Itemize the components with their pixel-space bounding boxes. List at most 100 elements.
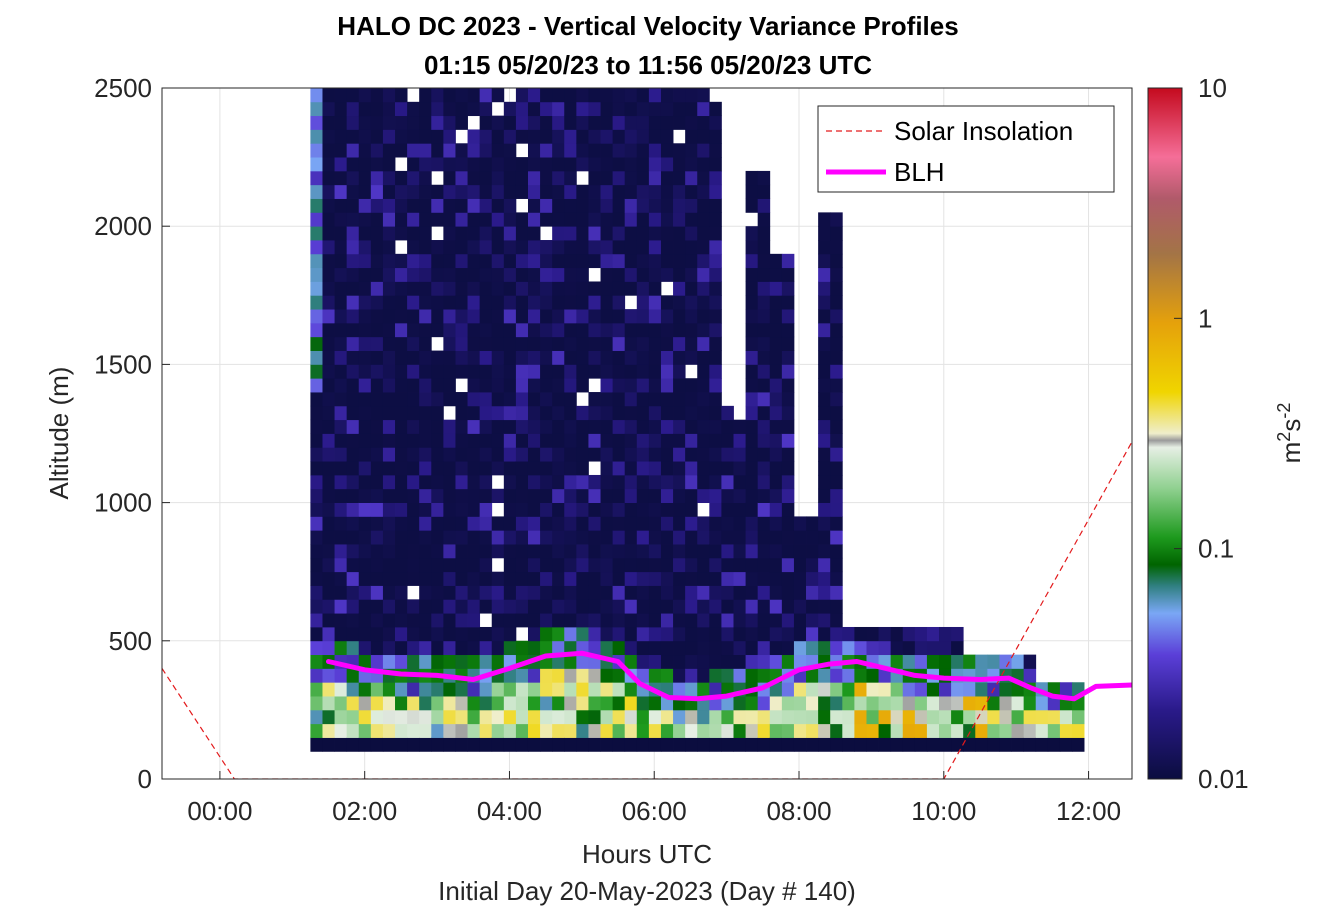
mesh-cell	[564, 88, 577, 103]
mesh-cell	[310, 157, 323, 172]
mesh-cell	[600, 682, 614, 697]
mesh-cell	[540, 626, 553, 642]
mesh-cell	[503, 309, 517, 324]
mesh-cell	[576, 405, 589, 421]
mesh-cell	[624, 405, 638, 421]
colorbar-gradient	[1147, 87, 1183, 780]
mesh-cell	[491, 723, 505, 738]
mesh-cell	[443, 364, 456, 379]
mesh-cell	[660, 654, 674, 669]
mesh-cell	[685, 613, 698, 628]
mesh-cell	[709, 502, 722, 517]
mesh-cell	[830, 364, 843, 379]
mesh-cell	[515, 461, 529, 476]
mesh-cell	[443, 392, 456, 407]
mesh-cell	[479, 143, 493, 158]
mesh-cell	[842, 640, 855, 656]
mesh-cell	[914, 654, 928, 669]
mesh-cell	[310, 668, 323, 683]
mesh-cell	[576, 295, 589, 310]
mesh-cell	[527, 599, 541, 614]
mesh-cell	[467, 226, 481, 241]
mesh-cell	[757, 322, 771, 338]
mesh-cell	[479, 88, 493, 103]
mesh-cell	[660, 433, 674, 448]
mesh-cell	[419, 115, 432, 130]
mesh-cell	[685, 101, 698, 117]
mesh-cell	[600, 336, 614, 351]
mesh-cell	[515, 613, 529, 628]
mesh-cell	[624, 557, 638, 573]
mesh-cell	[334, 516, 348, 531]
mesh-cell	[685, 392, 698, 407]
mesh-cell	[395, 253, 408, 269]
mesh-cell	[624, 502, 638, 517]
mesh-cell	[612, 530, 626, 545]
mesh-cell	[431, 419, 444, 434]
mesh-cell	[310, 530, 323, 545]
mesh-cell	[431, 530, 444, 545]
mesh-cell	[527, 184, 541, 199]
mesh-cell	[382, 530, 396, 545]
mesh-cell	[636, 336, 650, 351]
mesh-cell	[576, 267, 589, 282]
mesh-cell	[685, 157, 698, 172]
mesh-cell	[769, 295, 783, 310]
mesh-cell	[733, 654, 746, 669]
mesh-cell	[515, 640, 529, 656]
mesh-cell	[721, 544, 734, 559]
mesh-cell	[443, 461, 456, 476]
mesh-cell	[334, 157, 348, 172]
mesh-cell	[564, 143, 577, 158]
mesh-cell	[382, 696, 396, 711]
mesh-cell	[757, 585, 771, 600]
mesh-cell	[660, 198, 674, 213]
mesh-cell	[648, 613, 662, 628]
mesh-cell	[685, 281, 698, 296]
mesh-cell	[552, 613, 565, 628]
mesh-cell	[648, 157, 662, 172]
mesh-cell	[1047, 696, 1061, 711]
mesh-cell	[842, 626, 855, 642]
mesh-cell	[673, 626, 686, 642]
mesh-cell	[419, 585, 432, 600]
mesh-cell	[455, 350, 468, 365]
mesh-cell	[515, 557, 529, 573]
mesh-cell	[515, 571, 529, 586]
mesh-cell	[951, 626, 964, 642]
mesh-cell	[515, 696, 529, 711]
mesh-cell	[527, 571, 541, 586]
mesh-cell	[503, 626, 517, 642]
mesh-cell	[407, 184, 420, 199]
mesh-cell	[648, 405, 662, 421]
mesh-cell	[745, 405, 759, 421]
mesh-cell	[467, 433, 481, 448]
mesh-cell	[491, 115, 505, 130]
mesh-cell	[564, 626, 577, 642]
mesh-cell	[382, 157, 396, 172]
mesh-cell	[515, 309, 529, 324]
mesh-cell	[769, 696, 783, 711]
mesh-cell	[830, 585, 843, 600]
mesh-cell	[491, 309, 505, 324]
mesh-cell	[552, 599, 565, 614]
mesh-cell	[745, 599, 759, 614]
mesh-cell	[588, 226, 601, 241]
mesh-cell	[636, 544, 650, 559]
mesh-cell	[612, 405, 626, 421]
mesh-cell	[552, 336, 565, 351]
mesh-cell	[431, 557, 444, 573]
mesh-cell	[612, 488, 626, 503]
mesh-cell	[334, 281, 348, 296]
mesh-cell	[443, 585, 456, 600]
mesh-cell	[431, 654, 444, 669]
mesh-cell	[310, 198, 323, 213]
mesh-cell	[612, 295, 626, 310]
mesh-cell	[382, 281, 396, 296]
mesh-cell	[781, 709, 795, 725]
mesh-cell	[757, 364, 771, 379]
mesh-cell	[431, 585, 444, 600]
mesh-cell	[527, 267, 541, 282]
mesh-cell	[467, 419, 481, 434]
mesh-cell	[455, 392, 468, 407]
